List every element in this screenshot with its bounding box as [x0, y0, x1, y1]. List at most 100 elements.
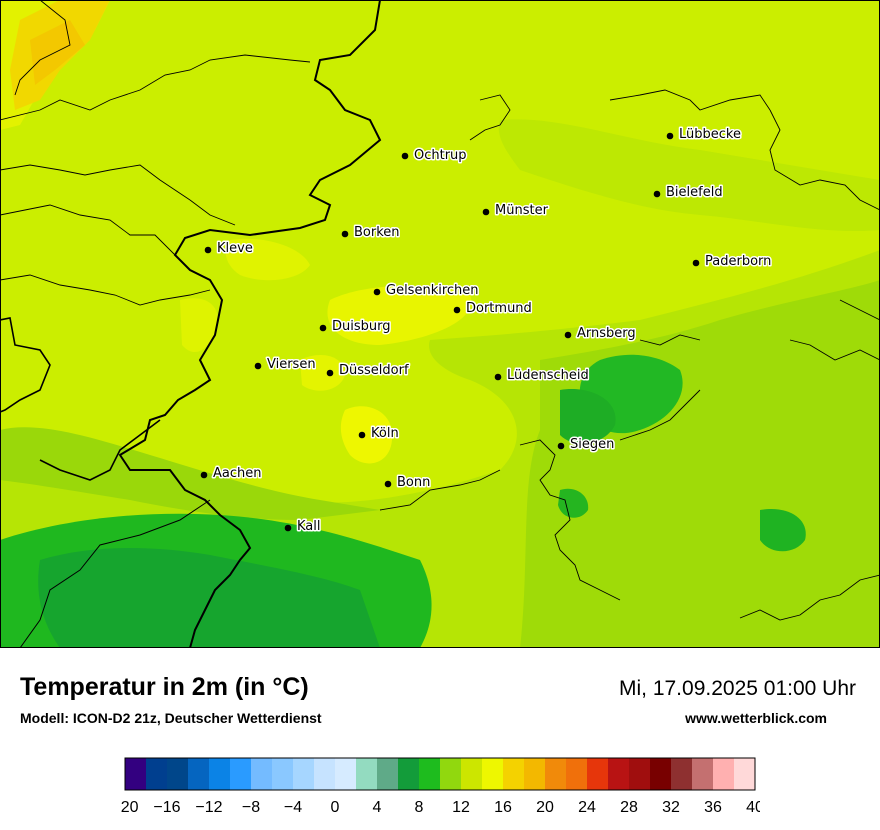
colorbar-swatch	[356, 758, 378, 790]
city-dot	[341, 230, 349, 238]
colorbar-tick-label: −20	[120, 799, 139, 816]
city-marker-ochtrup: Ochtrup	[401, 147, 468, 165]
colorbar-swatch	[671, 758, 693, 790]
city-dot	[692, 259, 700, 267]
city-marker-muenster: Münster	[482, 202, 550, 220]
colorbar-tick-label: 16	[494, 799, 512, 816]
colorbar-swatch	[587, 758, 609, 790]
district-lines	[0, 0, 880, 621]
city-label: Bonn	[397, 475, 430, 490]
colorbar-tick-label: −4	[284, 799, 302, 816]
city-dot	[284, 524, 292, 532]
city-label: Duisburg	[332, 319, 391, 334]
city-dot	[453, 306, 461, 314]
city-label: Arnsberg	[577, 326, 636, 341]
colorbar-tick-label: −8	[242, 799, 260, 816]
colorbar-swatch	[440, 758, 462, 790]
city-marker-bielefeld: Bielefeld	[653, 184, 724, 202]
city-label: Lübbecke	[679, 127, 741, 142]
colorbar-ticks: −20 −16 −12 −8 −4 0 4 8 12 16 20 24 28 32 36 40	[120, 799, 760, 816]
city-dot	[326, 369, 334, 377]
city-marker-borken: Borken	[341, 224, 401, 242]
map-title: Temperatur in 2m (in °C)	[20, 673, 309, 701]
colorbar-swatch	[419, 758, 441, 790]
colorbar-swatch	[734, 758, 756, 790]
city-label: Aachen	[213, 466, 261, 481]
model-source: Modell: ICON-D2 21z, Deutscher Wetterdie…	[20, 710, 322, 726]
colorbar-swatch	[251, 758, 273, 790]
colorbar-swatch	[461, 758, 483, 790]
colorbar-tick-label: 24	[578, 799, 596, 816]
colorbar-swatch	[188, 758, 210, 790]
city-marker-koeln: Köln	[358, 425, 400, 443]
colorbar-swatch	[146, 758, 168, 790]
city-marker-duesseldorf: Düsseldorf	[326, 362, 410, 380]
city-dot	[494, 373, 502, 381]
city-marker-luedenscheid: Lüdenscheid	[494, 367, 590, 385]
city-marker-luebbecke: Lübbecke	[666, 126, 742, 144]
city-marker-siegen: Siegen	[557, 436, 616, 454]
city-marker-arnsberg: Arnsberg	[564, 325, 637, 343]
colorbar-swatch	[566, 758, 588, 790]
city-dot	[564, 331, 572, 339]
city-marker-gelsenkirchen: Gelsenkirchen	[373, 282, 480, 300]
city-marker-paderborn: Paderborn	[692, 253, 773, 271]
city-label: Kleve	[217, 241, 253, 256]
colorbar-tick-label: 40	[746, 799, 760, 816]
city-dot	[653, 190, 661, 198]
city-dot	[482, 208, 490, 216]
colorbar-tick-label: 0	[331, 799, 340, 816]
colorbar-tick-label: 8	[415, 799, 424, 816]
city-label: Ochtrup	[414, 148, 467, 163]
cool-zones	[0, 354, 806, 648]
city-dot	[200, 471, 208, 479]
city-label: Köln	[371, 426, 399, 441]
colorbar-swatch	[125, 758, 147, 790]
colorbar-tick-label: −16	[153, 799, 180, 816]
city-dot	[358, 431, 366, 439]
city-label: Lüdenscheid	[507, 368, 589, 383]
website-link[interactable]: www.wetterblick.com	[685, 710, 827, 726]
colorbar-swatch	[314, 758, 336, 790]
map-footer	[0, 648, 880, 830]
colorbar-swatch	[230, 758, 252, 790]
city-label: Borken	[354, 225, 400, 240]
colorbar-tick-label: 20	[536, 799, 554, 816]
colorbar-swatch	[272, 758, 294, 790]
colorbar-swatch	[692, 758, 714, 790]
colorbar-swatch	[713, 758, 735, 790]
colorbar-swatch	[629, 758, 651, 790]
colorbar-swatch	[650, 758, 672, 790]
city-label: Düsseldorf	[339, 363, 409, 378]
colorbar-swatch	[293, 758, 315, 790]
city-label: Viersen	[267, 357, 316, 372]
city-label: Dortmund	[466, 301, 532, 316]
city-dot	[401, 152, 409, 160]
colorbar-frame	[124, 757, 756, 791]
city-dot	[666, 132, 674, 140]
city-label: Münster	[495, 203, 549, 218]
colorbar-swatch	[503, 758, 525, 790]
colorbar-tick-label: −12	[195, 799, 222, 816]
colorbar-tick-label: 4	[373, 799, 382, 816]
colorbar-swatch	[209, 758, 231, 790]
colorbar-swatch	[398, 758, 420, 790]
city-label: Kall	[297, 519, 321, 534]
temperature-map: Lübbecke Ochtrup Bielefeld Münster Borke…	[0, 0, 880, 648]
temperature-colorbar: −20 −16 −12 −8 −4 0 4 8 12 16 20 24 28 32 36 40	[120, 757, 760, 816]
city-marker-viersen: Viersen	[254, 356, 317, 374]
borders	[0, 0, 382, 648]
city-dot	[557, 442, 565, 450]
city-label: Paderborn	[705, 254, 771, 269]
colorbar-swatch	[377, 758, 399, 790]
colorbar-swatch	[608, 758, 630, 790]
city-markers: Lübbecke Ochtrup Bielefeld Münster Borke…	[200, 126, 773, 536]
colorbar-swatch	[335, 758, 357, 790]
city-marker-duisburg: Duisburg	[319, 318, 392, 336]
colorbar-tick-label: 28	[620, 799, 638, 816]
city-marker-dortmund: Dortmund	[453, 300, 533, 318]
colorbar-swatch	[167, 758, 189, 790]
colorbar-swatch	[545, 758, 567, 790]
colorbar-tick-label: 12	[452, 799, 470, 816]
city-marker-kleve: Kleve	[204, 240, 254, 258]
